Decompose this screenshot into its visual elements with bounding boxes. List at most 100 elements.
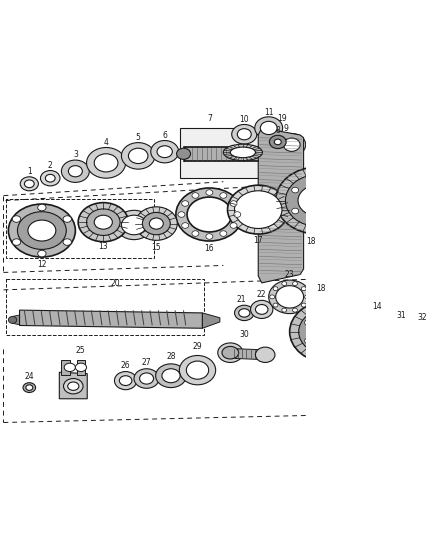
Ellipse shape	[75, 363, 87, 372]
Ellipse shape	[155, 364, 186, 387]
Text: 21: 21	[237, 295, 246, 304]
Text: 9: 9	[284, 124, 289, 133]
Polygon shape	[230, 349, 265, 360]
Text: 15: 15	[152, 243, 161, 252]
Ellipse shape	[18, 212, 66, 249]
Ellipse shape	[64, 363, 75, 372]
Ellipse shape	[68, 166, 82, 177]
Ellipse shape	[278, 134, 306, 156]
Ellipse shape	[283, 138, 300, 151]
Ellipse shape	[192, 231, 199, 236]
Text: 24: 24	[25, 372, 34, 381]
Polygon shape	[20, 310, 202, 328]
Polygon shape	[13, 315, 20, 325]
Ellipse shape	[63, 216, 71, 222]
Ellipse shape	[282, 281, 287, 286]
Ellipse shape	[38, 251, 46, 257]
Text: 23: 23	[285, 270, 294, 279]
Ellipse shape	[178, 212, 185, 217]
Ellipse shape	[182, 201, 189, 206]
Ellipse shape	[8, 317, 17, 324]
Ellipse shape	[94, 154, 118, 172]
Ellipse shape	[292, 187, 299, 193]
Text: 16: 16	[205, 244, 214, 253]
Text: 29: 29	[193, 342, 202, 351]
Text: 18: 18	[306, 237, 315, 246]
Ellipse shape	[192, 192, 199, 198]
Ellipse shape	[325, 347, 332, 353]
Text: 3: 3	[73, 150, 78, 159]
Bar	[180, 128, 268, 178]
Bar	[77, 360, 85, 375]
Ellipse shape	[304, 320, 311, 326]
Ellipse shape	[234, 212, 241, 217]
Bar	[6, 279, 205, 335]
Ellipse shape	[394, 326, 408, 337]
Text: 5: 5	[136, 133, 141, 142]
Text: 13: 13	[99, 241, 108, 251]
Text: 12: 12	[37, 260, 46, 269]
Ellipse shape	[223, 144, 262, 160]
Polygon shape	[202, 313, 220, 328]
Ellipse shape	[365, 321, 389, 340]
Ellipse shape	[177, 148, 191, 159]
Ellipse shape	[276, 167, 360, 234]
Text: 1: 1	[27, 167, 32, 176]
Ellipse shape	[149, 218, 163, 229]
Ellipse shape	[298, 185, 337, 216]
Ellipse shape	[251, 301, 273, 319]
Ellipse shape	[314, 177, 321, 182]
Polygon shape	[184, 147, 258, 161]
Ellipse shape	[121, 143, 155, 169]
Ellipse shape	[276, 286, 304, 308]
Ellipse shape	[411, 325, 434, 342]
Ellipse shape	[260, 122, 277, 135]
Text: 25: 25	[75, 346, 85, 354]
Ellipse shape	[234, 305, 254, 320]
Ellipse shape	[23, 383, 35, 392]
Ellipse shape	[25, 180, 34, 188]
Ellipse shape	[121, 215, 147, 235]
Ellipse shape	[8, 204, 75, 257]
Text: 20: 20	[110, 279, 120, 288]
Ellipse shape	[12, 239, 21, 245]
Ellipse shape	[222, 346, 239, 359]
Ellipse shape	[227, 185, 289, 234]
Ellipse shape	[314, 219, 321, 224]
Text: 26: 26	[121, 361, 131, 370]
Ellipse shape	[87, 209, 120, 236]
Ellipse shape	[292, 208, 299, 214]
Ellipse shape	[416, 328, 428, 338]
Ellipse shape	[78, 203, 128, 242]
Ellipse shape	[268, 280, 311, 313]
Polygon shape	[258, 128, 304, 283]
Ellipse shape	[186, 361, 208, 379]
Ellipse shape	[344, 320, 351, 326]
Text: 28: 28	[166, 352, 176, 361]
Ellipse shape	[128, 148, 148, 164]
Ellipse shape	[255, 304, 268, 314]
Ellipse shape	[344, 338, 351, 344]
Ellipse shape	[218, 343, 243, 362]
Ellipse shape	[134, 369, 159, 388]
Ellipse shape	[87, 148, 126, 178]
Text: 27: 27	[142, 358, 152, 367]
Ellipse shape	[304, 338, 311, 344]
Text: 2: 2	[48, 161, 53, 169]
Text: 7: 7	[207, 114, 212, 123]
Ellipse shape	[162, 369, 180, 383]
Ellipse shape	[220, 231, 227, 236]
Text: 22: 22	[257, 290, 266, 299]
Text: 31: 31	[396, 311, 406, 320]
Ellipse shape	[255, 117, 283, 139]
Ellipse shape	[64, 378, 83, 394]
Text: 17: 17	[254, 236, 263, 245]
Ellipse shape	[301, 303, 306, 307]
Ellipse shape	[135, 207, 177, 240]
Ellipse shape	[46, 174, 55, 182]
Text: 4: 4	[104, 138, 109, 147]
Ellipse shape	[286, 175, 350, 227]
Ellipse shape	[94, 215, 113, 229]
Ellipse shape	[119, 376, 132, 385]
Text: 8: 8	[276, 126, 280, 135]
